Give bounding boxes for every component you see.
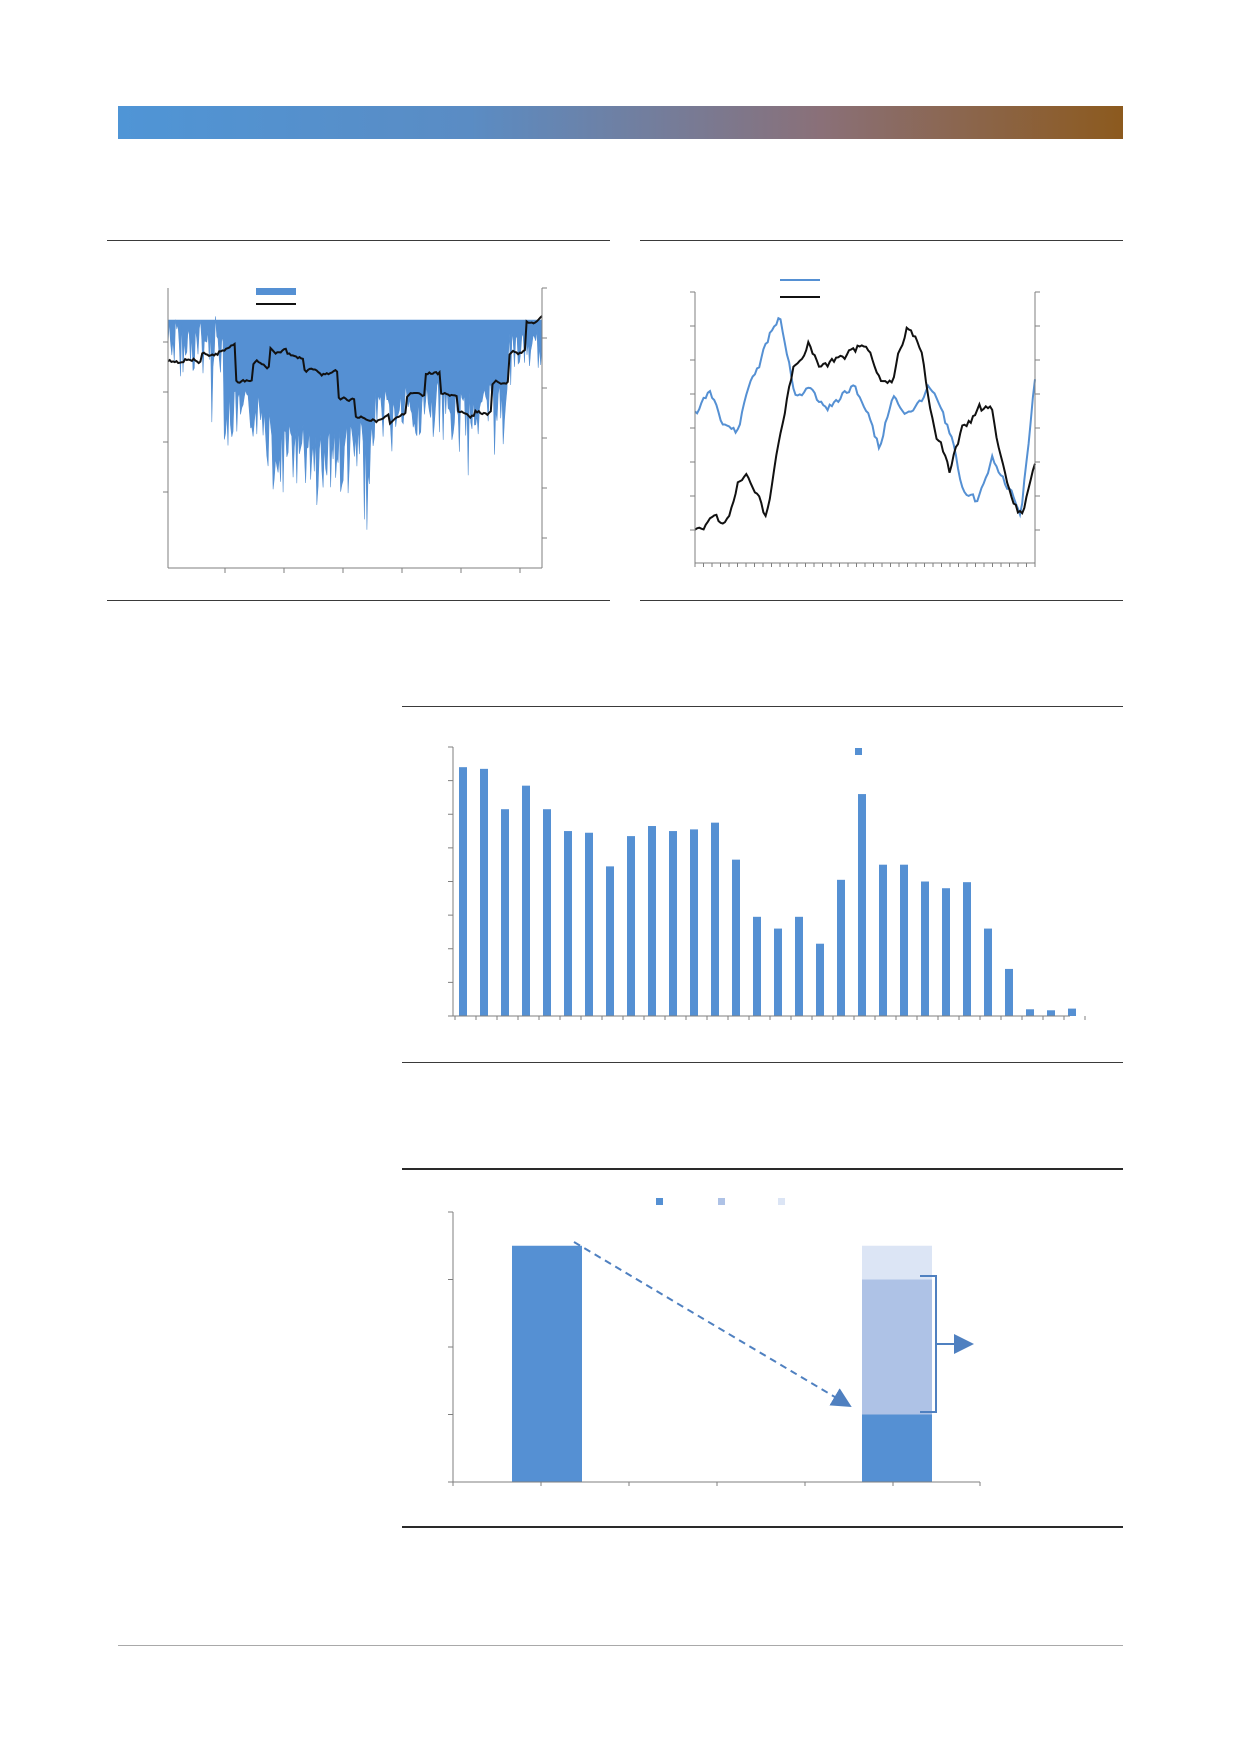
chart2-blue-series bbox=[694, 316, 1036, 519]
chart4-bottom-rule bbox=[402, 1526, 1123, 1528]
chart3-bar-29 bbox=[1068, 1008, 1076, 1016]
chart3-bar-28 bbox=[1047, 1010, 1055, 1016]
chart4-legend-swatch-3 bbox=[778, 1198, 785, 1205]
chart-area-line bbox=[163, 287, 547, 573]
chart-two-lines bbox=[690, 279, 1040, 567]
chart4-dashed-arrow bbox=[573, 1241, 852, 1408]
chart3-legend-swatch bbox=[855, 748, 862, 755]
chart2-bottom-rule bbox=[640, 600, 1123, 601]
chart3-bar-22 bbox=[921, 881, 929, 1016]
chart3-bar-26 bbox=[1005, 968, 1013, 1016]
chart3-bar-16 bbox=[795, 916, 803, 1016]
chart4-top-rule bbox=[402, 1168, 1123, 1170]
chart3-top-rule bbox=[402, 706, 1123, 707]
chart4-bar-0-seg-0 bbox=[512, 1245, 582, 1482]
chart3-bar-20 bbox=[879, 864, 887, 1016]
chart3-bar-0 bbox=[459, 767, 467, 1016]
chart3-bar-8 bbox=[627, 836, 635, 1016]
chart1-bottom-rule bbox=[107, 600, 610, 601]
chart3-bar-3 bbox=[522, 785, 530, 1016]
chart3-bar-13 bbox=[732, 859, 740, 1016]
chart3-bar-11 bbox=[690, 829, 698, 1016]
chart3-bar-5 bbox=[564, 831, 572, 1016]
chart3-bar-15 bbox=[774, 928, 782, 1016]
chart3-bar-9 bbox=[648, 826, 656, 1016]
chart1-ticks bbox=[163, 287, 547, 573]
chart3-bar-4 bbox=[543, 809, 551, 1016]
chart3-bar-12 bbox=[711, 822, 719, 1016]
chart1-legend bbox=[256, 288, 296, 305]
chart1-axes bbox=[167, 288, 543, 569]
chart1-legend-swatch-area bbox=[256, 288, 296, 295]
header-banner bbox=[118, 106, 1123, 139]
chart2-legend bbox=[780, 279, 820, 298]
chart4-bar-1-seg-0 bbox=[862, 1414, 932, 1482]
chart4-legend-swatch-2 bbox=[718, 1198, 725, 1205]
chart3-bar-27 bbox=[1026, 1009, 1034, 1016]
chart3-ticks bbox=[448, 746, 1086, 1020]
chart3-bar-1 bbox=[480, 768, 488, 1016]
chart3-bar-17 bbox=[816, 943, 824, 1016]
chart3-bar-18 bbox=[837, 879, 845, 1016]
chart2-top-rule bbox=[640, 240, 1123, 241]
chart4-ticks bbox=[448, 1211, 981, 1486]
chart4-bar-1-seg-1 bbox=[862, 1279, 932, 1415]
chart3-bar-10 bbox=[669, 831, 677, 1016]
chart1-line-series bbox=[167, 315, 543, 426]
chart3-bar-7 bbox=[606, 866, 614, 1016]
chart3-bottom-rule bbox=[402, 1062, 1123, 1063]
chart4-legend bbox=[656, 1198, 785, 1205]
chart-bars bbox=[448, 746, 1086, 1020]
chart1-area-series bbox=[167, 316, 543, 530]
chart3-bar-24 bbox=[963, 882, 971, 1016]
chart3-bar-21 bbox=[900, 864, 908, 1016]
chart3-bar-2 bbox=[501, 809, 509, 1016]
chart4-bar-1-seg-2 bbox=[862, 1245, 932, 1280]
chart-stacked-bars bbox=[448, 1198, 981, 1486]
chart1-top-rule bbox=[107, 240, 610, 241]
chart4-bars bbox=[512, 1245, 932, 1482]
chart2-black-series bbox=[694, 325, 1036, 531]
chart3-bar-14 bbox=[753, 916, 761, 1016]
chart2-ticks bbox=[690, 291, 1040, 567]
chart2-axes bbox=[694, 292, 1036, 564]
chart3-bar-19 bbox=[858, 794, 866, 1016]
chart3-bar-23 bbox=[942, 888, 950, 1016]
chart3-bar-6 bbox=[585, 832, 593, 1016]
chart4-legend-swatch-1 bbox=[656, 1198, 663, 1205]
chart3-bar-25 bbox=[984, 928, 992, 1016]
chart3-bars bbox=[459, 767, 1076, 1016]
footer-rule bbox=[118, 1645, 1123, 1646]
